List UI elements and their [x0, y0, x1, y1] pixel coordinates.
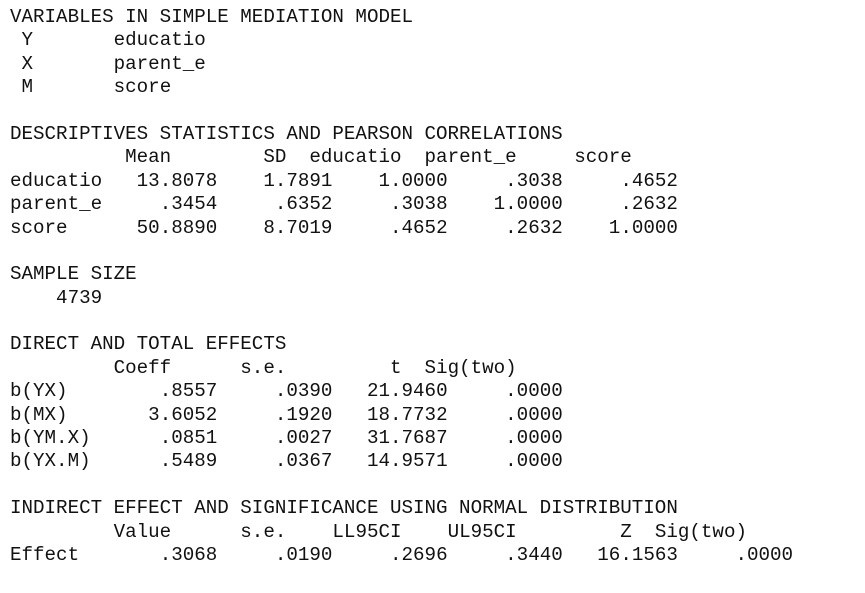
table-row: b(YM.X) .0851 .0027 31.7687 .0000 [10, 427, 793, 450]
cell: 50.8890 [102, 216, 218, 239]
cell: .6352 [217, 193, 333, 216]
variables-heading: VARIABLES IN SIMPLE MEDIATION MODEL [10, 6, 414, 28]
descriptives-header-row: Mean SD educatio parent_e score [10, 146, 793, 169]
table-row: b(MX) 3.6052 .1920 18.7732 .0000 [10, 404, 793, 427]
table-row: b(YX.M) .5489 .0367 14.9571 .0000 [10, 450, 793, 473]
cell: .0851 [102, 427, 218, 450]
blank-line [10, 240, 793, 263]
cell: 1.0000 [562, 216, 678, 239]
cell: .3440 [447, 543, 563, 566]
cell: .0190 [217, 543, 333, 566]
cell: .0000 [447, 403, 563, 426]
cell: .2632 [447, 216, 563, 239]
row-label: Effect [10, 543, 103, 566]
cell: 1.7891 [217, 169, 333, 192]
sample-size-heading: SAMPLE SIZE [10, 263, 137, 286]
row-label: educatio [10, 169, 103, 192]
cell: .0000 [447, 427, 563, 450]
cell: 21.9460 [332, 380, 448, 403]
variable-role: Y [10, 29, 114, 52]
cell: .2696 [332, 543, 448, 566]
variable-name: score [113, 76, 229, 99]
effects-header-row: Coeff s.e. t Sig(two) [10, 357, 793, 380]
cell: .4652 [332, 216, 448, 239]
column-header: SD [171, 146, 287, 169]
effects-heading: DIRECT AND TOTAL EFFECTS [10, 333, 287, 356]
spss-output: VARIABLES IN SIMPLE MEDIATION MODEL Y ed… [10, 6, 793, 567]
variable-row: Y educatio [10, 29, 793, 52]
column-header: s.e. [171, 356, 287, 379]
cell: .4652 [562, 169, 678, 192]
column-header: educatio [286, 146, 402, 169]
column-header: Mean [10, 146, 172, 169]
variable-role: X [10, 52, 114, 75]
row-label: b(MX) [10, 403, 103, 426]
cell: .1920 [217, 403, 333, 426]
column-header: Coeff [10, 356, 172, 379]
column-header: t [286, 356, 402, 379]
cell: 3.6052 [102, 403, 218, 426]
row-label: parent_e [10, 193, 103, 216]
cell: .0367 [217, 450, 333, 473]
variable-row: M score [10, 76, 793, 99]
table-row: Effect .3068 .0190 .2696 .3440 16.1563 .… [10, 544, 793, 567]
cell: .0000 [447, 380, 563, 403]
row-label: score [10, 216, 103, 239]
variable-role: M [10, 76, 114, 99]
column-header: Sig(two) [401, 356, 517, 379]
cell: 1.0000 [332, 169, 448, 192]
row-label: b(YX) [10, 380, 103, 403]
cell: .3038 [447, 169, 563, 192]
row-label: b(YM.X) [10, 427, 103, 450]
cell: 13.8078 [102, 169, 218, 192]
cell: 31.7687 [332, 427, 448, 450]
cell: 8.7019 [217, 216, 333, 239]
blank-line [10, 310, 793, 333]
cell: .0000 [677, 543, 794, 566]
column-header: Value [10, 520, 172, 543]
cell: 18.7732 [332, 403, 448, 426]
indirect-header-row: Value s.e. LL95CI UL95CI Z Sig(two) [10, 521, 793, 544]
column-header: UL95CI [401, 520, 517, 543]
column-header: Sig(two) [631, 520, 747, 543]
column-header: parent_e [401, 146, 517, 169]
column-header: s.e. [171, 520, 287, 543]
blank-line [10, 100, 793, 123]
table-row: score 50.8890 8.7019 .4652 .2632 1.0000 [10, 217, 793, 240]
indirect-heading: INDIRECT EFFECT AND SIGNIFICANCE USING N… [10, 497, 678, 520]
column-header: score [516, 146, 632, 169]
cell: .2632 [562, 193, 678, 216]
table-row: educatio 13.8078 1.7891 1.0000 .3038 .46… [10, 170, 793, 193]
variable-name: educatio [113, 29, 229, 52]
descriptives-heading: DESCRIPTIVES STATISTICS AND PEARSON CORR… [10, 122, 563, 145]
variable-row: X parent_e [10, 53, 793, 76]
cell: .3068 [102, 543, 218, 566]
cell: 14.9571 [332, 450, 448, 473]
cell: .8557 [102, 380, 218, 403]
row-label: b(YX.M) [10, 450, 103, 473]
cell: .3038 [332, 193, 448, 216]
cell: .0027 [217, 427, 333, 450]
table-row: parent_e .3454 .6352 .3038 1.0000 .2632 [10, 193, 793, 216]
sample-size-row: 4739 [10, 287, 793, 310]
column-header: Z [516, 520, 632, 543]
cell: 16.1563 [562, 543, 678, 566]
variable-name: parent_e [113, 52, 229, 75]
blank-line [10, 474, 793, 497]
cell: .3454 [102, 193, 218, 216]
cell: .5489 [102, 450, 218, 473]
sample-size-value: 4739 [10, 286, 103, 309]
column-header: LL95CI [286, 520, 402, 543]
table-row: b(YX) .8557 .0390 21.9460 .0000 [10, 380, 793, 403]
cell: .0390 [217, 380, 333, 403]
cell: .0000 [447, 450, 563, 473]
cell: 1.0000 [447, 193, 563, 216]
